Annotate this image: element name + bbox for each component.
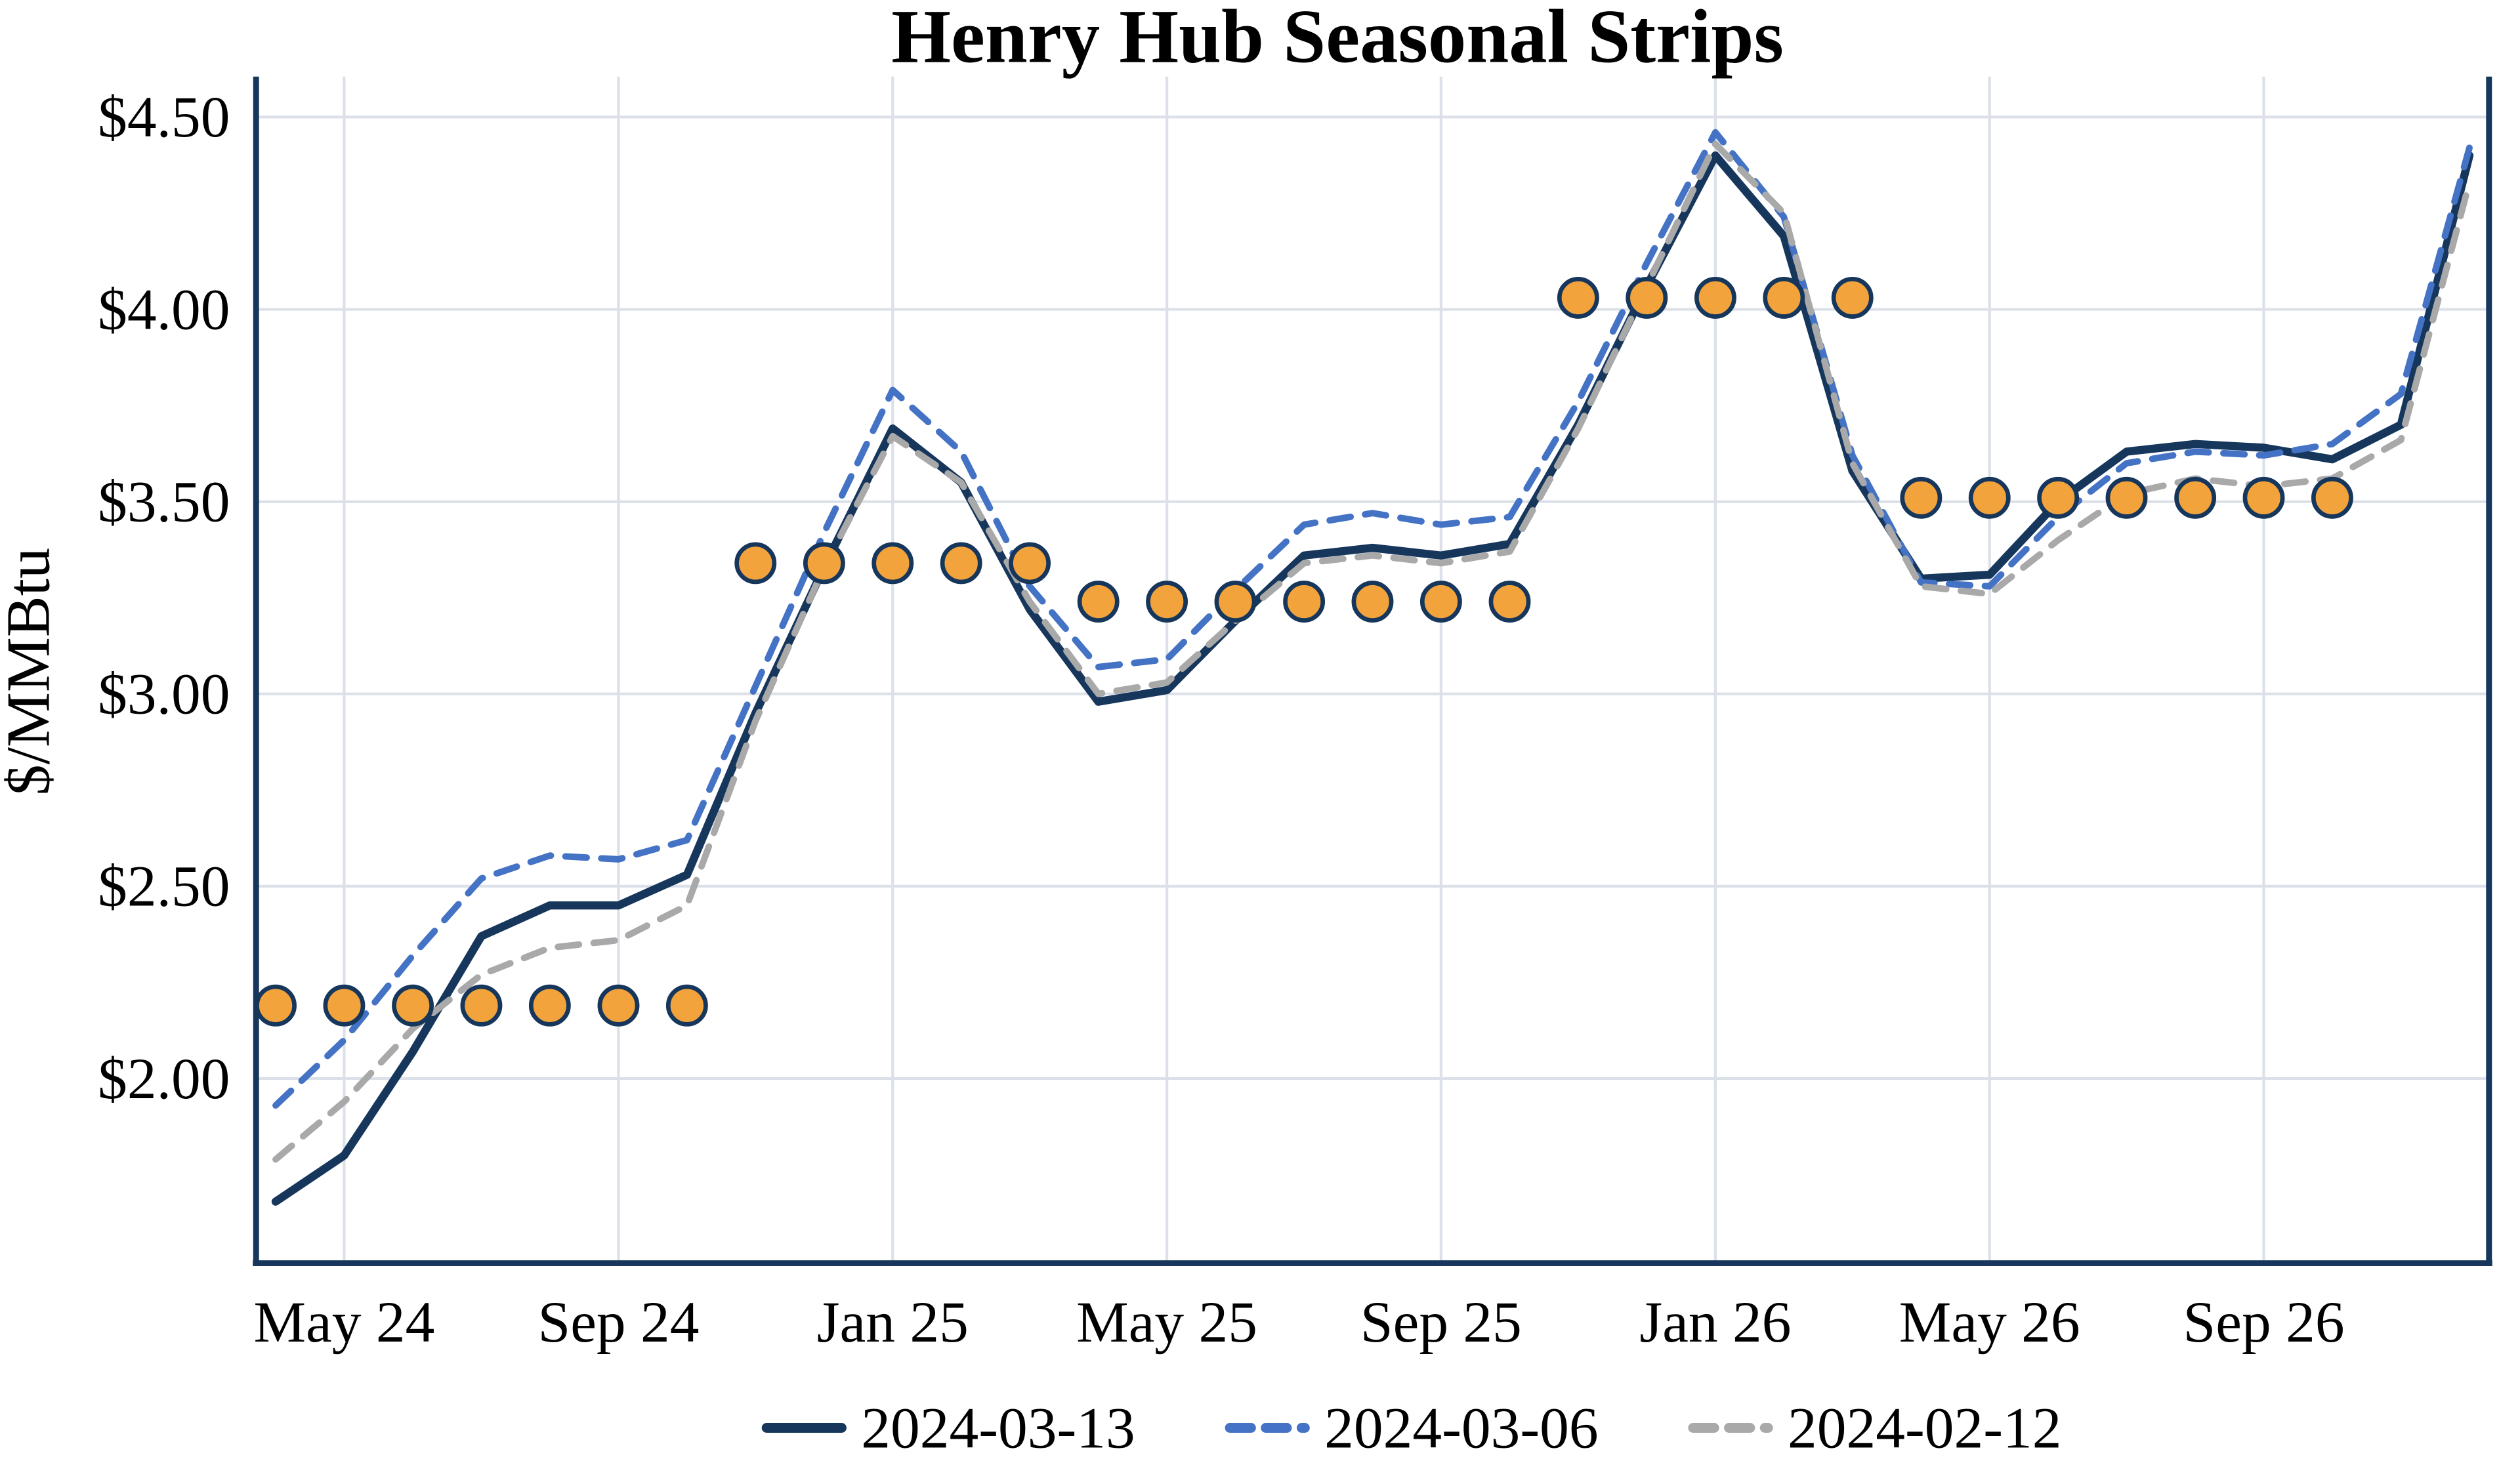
legend-item-2024-03-13: 2024-03-13: [761, 1395, 1135, 1460]
y-tick-label: $3.50: [98, 470, 230, 535]
series-line-2024-03-13: [271, 151, 2474, 1206]
strip-marker: [872, 542, 914, 585]
strip-marker: [803, 542, 845, 585]
strip-marker: [1900, 476, 1942, 519]
strip-marker: [1351, 581, 1394, 623]
axis-tick-labels: $2.00 $2.50 $3.00 $3.50 $4.00 $4.50 May 24 Sep …: [98, 85, 2344, 1355]
strip-marker: [2311, 476, 2353, 519]
axes: [253, 76, 2492, 1267]
strip-marker: [460, 984, 503, 1027]
legend-label: 2024-03-13: [861, 1395, 1135, 1460]
legend-item-2024-02-12: 2024-02-12: [1688, 1395, 2062, 1460]
x-tick-label: May 25: [1076, 1290, 1257, 1355]
x-tick-label: Jan 26: [1639, 1290, 1791, 1355]
series-line-2024-03-06: [272, 129, 2473, 1109]
legend-label: 2024-03-06: [1324, 1395, 1598, 1460]
chart-title: Henry Hub Seasonal Strips: [891, 0, 1784, 79]
strip-marker: [1557, 277, 1599, 319]
gridlines: [256, 76, 2489, 1264]
strip-marker: [1763, 277, 1805, 319]
strip-marker: [1214, 581, 1257, 623]
series-line-2024-02-12: [272, 140, 2473, 1163]
strip-marker: [2242, 476, 2285, 519]
strip-marker: [597, 984, 640, 1027]
strip-marker: [2105, 476, 2148, 519]
strip-marker: [1968, 476, 2011, 519]
legend-item-2024-03-06: 2024-03-06: [1225, 1395, 1599, 1460]
y-tick-label: $3.00: [98, 662, 230, 727]
x-tick-label: May 26: [1899, 1290, 2080, 1355]
strip-marker: [323, 984, 366, 1027]
series-lines: [271, 129, 2474, 1206]
strip-marker: [665, 984, 708, 1027]
strip-marker: [1626, 277, 1668, 319]
strip-marker: [1694, 277, 1736, 319]
x-tick-label: Sep 26: [2183, 1290, 2345, 1355]
strip-marker: [734, 542, 777, 585]
y-tick-label: $4.50: [98, 85, 230, 150]
strip-marker: [528, 984, 571, 1027]
x-tick-label: May 24: [254, 1290, 435, 1355]
strip-marker: [392, 984, 434, 1027]
strip-marker: [1419, 581, 1462, 623]
seasonal-strip-markers: [255, 277, 2353, 1027]
x-tick-label: Sep 25: [1360, 1290, 1522, 1355]
x-tick-label: Jan 25: [817, 1290, 969, 1355]
strip-marker: [1831, 277, 1874, 319]
strip-marker: [1283, 581, 1326, 623]
strip-marker: [1009, 542, 1051, 585]
strip-marker: [2174, 476, 2217, 519]
x-tick-label: Sep 24: [537, 1290, 699, 1355]
strip-marker: [1077, 581, 1120, 623]
y-tick-label: $2.00: [98, 1046, 230, 1111]
legend: 2024-03-13 2024-03-06 2024-02-12: [761, 1395, 2062, 1460]
y-tick-label: $4.00: [98, 277, 230, 342]
legend-label: 2024-02-12: [1788, 1395, 2061, 1460]
strip-marker: [940, 542, 982, 585]
y-tick-label: $2.50: [98, 854, 230, 919]
y-axis-label: $/MMBtu: [0, 548, 63, 796]
strip-marker: [1146, 581, 1188, 623]
strip-marker: [255, 984, 297, 1027]
strip-marker: [2037, 476, 2080, 519]
strip-marker: [1488, 581, 1531, 623]
